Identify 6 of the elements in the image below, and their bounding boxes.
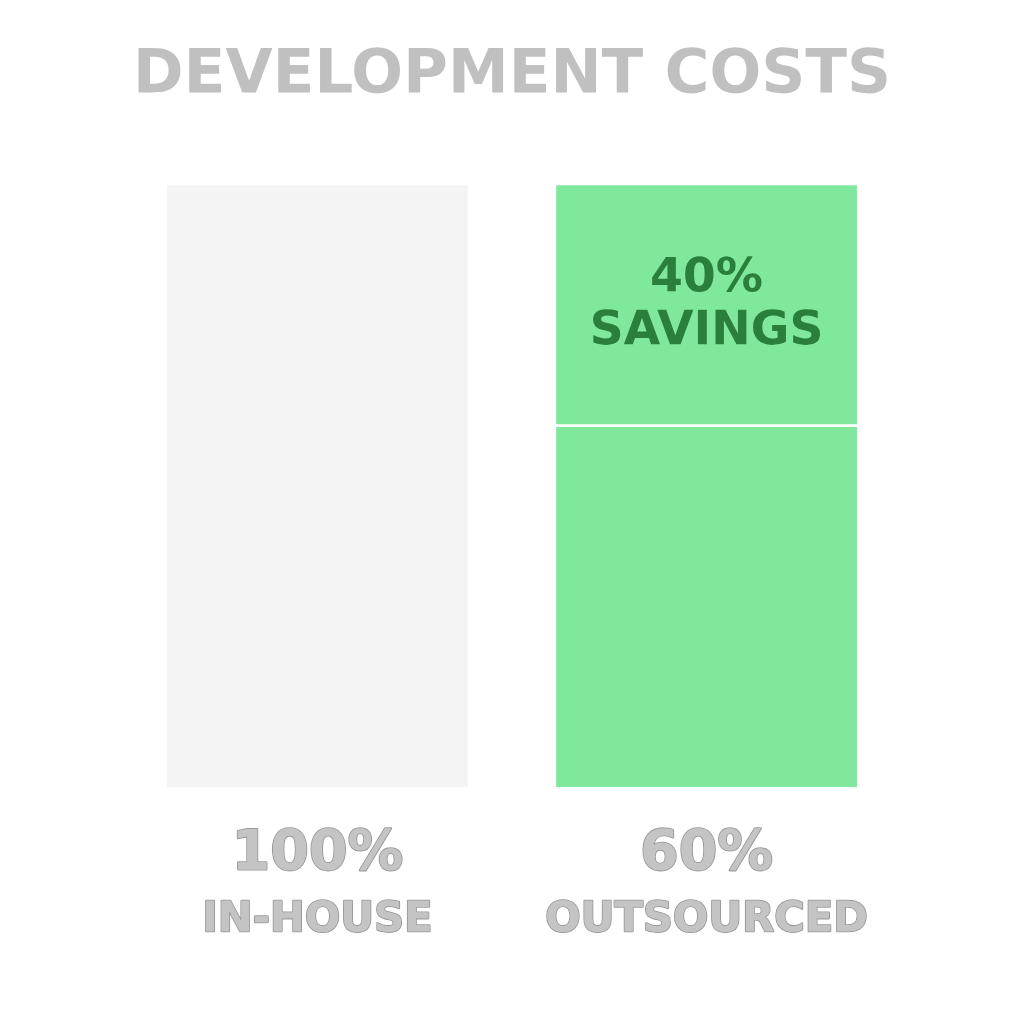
data-label: 100% bbox=[237, 828, 402, 871]
x-tick-label: IN-HOUSE bbox=[206, 900, 430, 932]
data-label: 60% bbox=[643, 828, 772, 871]
data-label: 40% SAVINGS bbox=[593, 256, 820, 345]
x-tick-label: OUTSOURCED bbox=[547, 900, 866, 932]
chart-title: DEVELOPMENT COSTS bbox=[138, 47, 887, 94]
